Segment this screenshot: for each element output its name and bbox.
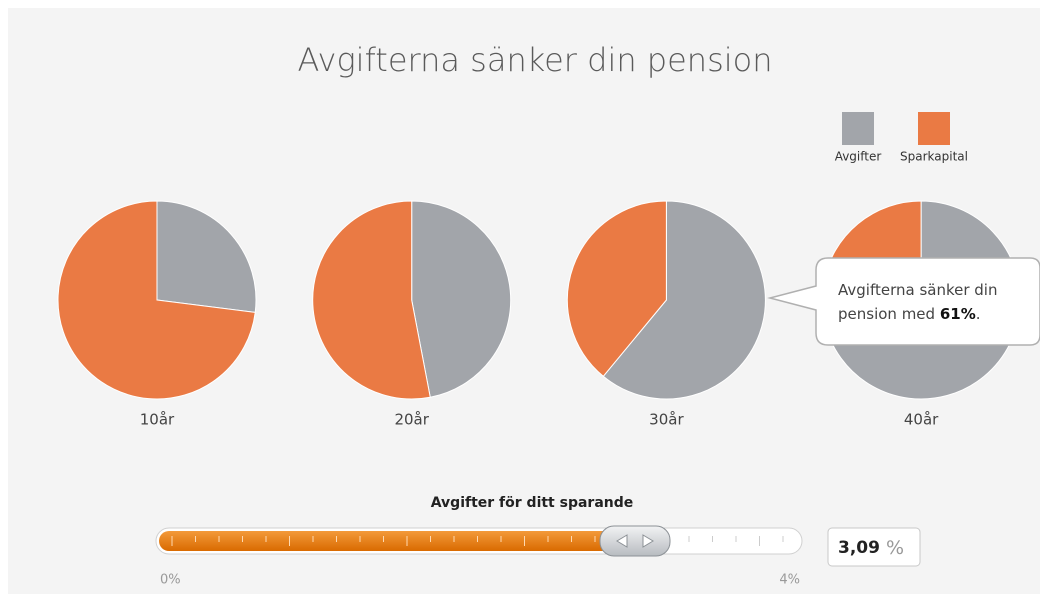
pie-label: 10år xyxy=(140,411,175,429)
legend: Avgifter Sparkapital xyxy=(835,112,968,164)
pie-slice xyxy=(312,200,431,400)
pies: 10år 20år 30år 40år xyxy=(57,200,1021,429)
tooltip: Avgifterna sänker din pension med 61%. xyxy=(767,257,1040,346)
legend-label: Sparkapital xyxy=(900,150,968,164)
pie-slice xyxy=(566,200,667,377)
legend-swatch xyxy=(918,112,950,145)
pie-slice xyxy=(156,200,257,313)
pie-label: 30år xyxy=(649,411,684,429)
pie-label: 40år xyxy=(904,411,939,429)
legend-swatch xyxy=(842,112,874,145)
tooltip-highlight: 61% xyxy=(940,305,976,323)
legend-label: Avgifter xyxy=(835,150,882,164)
tooltip-end: . xyxy=(976,305,981,323)
slider[interactable]: Avgifter för ditt sparande 0% 4% 3,09% xyxy=(155,495,921,588)
value-unit: % xyxy=(886,537,904,559)
slider-fill xyxy=(159,531,629,551)
slider-label: Avgifter för ditt sparande xyxy=(431,495,634,511)
slider-max: 4% xyxy=(779,573,800,588)
pie-label: 20år xyxy=(394,411,429,429)
tooltip-text: Avgifterna sänker din pension med 61%. xyxy=(838,281,997,323)
tooltip-line-1: Avgifterna sänker din xyxy=(838,281,997,299)
slider-handle[interactable] xyxy=(599,525,671,557)
tooltip-line-2: pension med xyxy=(838,305,940,323)
slider-min: 0% xyxy=(160,573,181,588)
tooltip-box xyxy=(767,257,1040,346)
value-text: 3,09% xyxy=(838,537,904,559)
handle-arrows xyxy=(616,534,654,548)
value: 3,09 xyxy=(838,538,880,558)
pie-slice xyxy=(57,200,256,400)
pie-slice xyxy=(602,200,766,400)
pie-slice xyxy=(411,200,512,398)
chart-title: Avgifterna sänker din pension xyxy=(298,41,773,79)
value-box[interactable] xyxy=(827,527,921,567)
